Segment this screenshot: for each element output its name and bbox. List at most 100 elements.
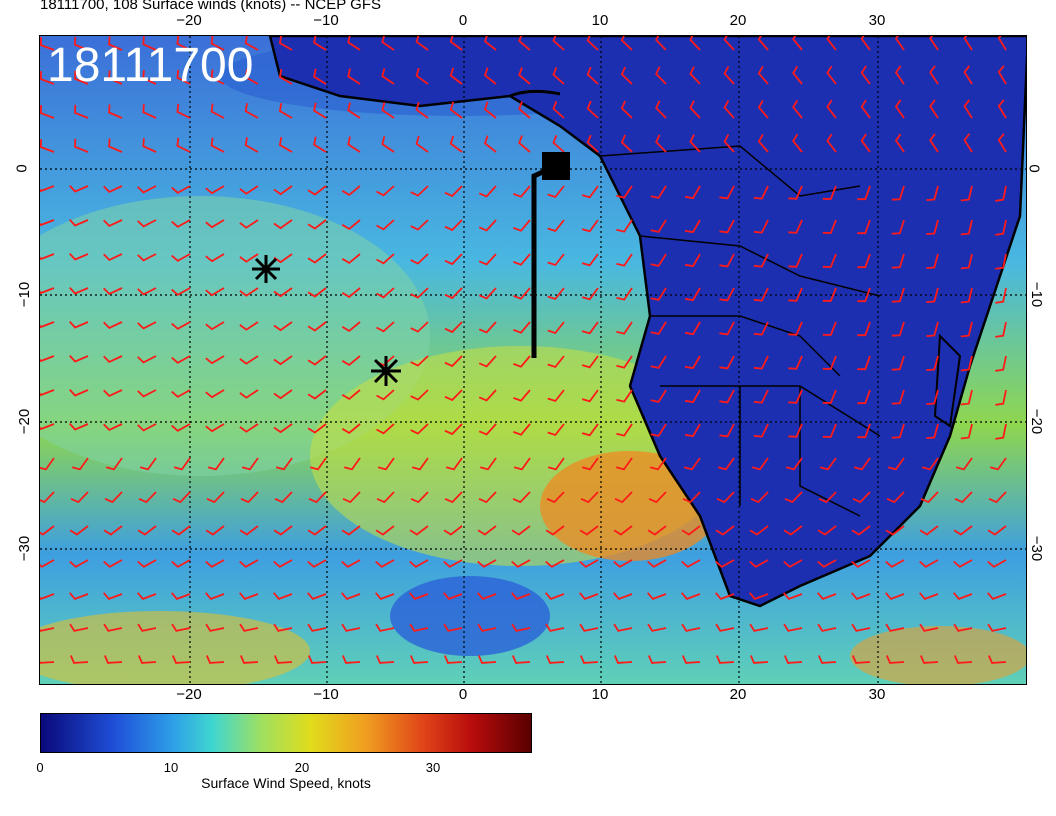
wind-barb: [684, 355, 701, 370]
wind-barb: [69, 218, 89, 227]
wind-barb: [176, 69, 191, 85]
wind-barb: [176, 36, 191, 51]
wind-barb: [444, 253, 463, 266]
map-canvas: [40, 36, 1026, 684]
colorbar: [40, 713, 532, 753]
wind-barb: [929, 99, 939, 119]
wind-barb: [239, 355, 259, 365]
wind-barb: [689, 100, 701, 119]
wind-barb: [479, 457, 497, 471]
wind-barb: [788, 185, 803, 200]
wind-barb: [989, 457, 1007, 471]
wind-barb: [818, 491, 837, 504]
wind-barb: [822, 423, 837, 438]
wind-barb: [684, 219, 701, 234]
wind-barb: [753, 321, 769, 336]
wind-barb: [108, 70, 123, 85]
wind-barb: [443, 525, 463, 536]
wind-barb: [919, 592, 939, 600]
wind-barb: [683, 457, 701, 471]
wind-barb: [375, 623, 395, 632]
wind-barb: [545, 525, 565, 536]
wind-barb: [478, 423, 497, 436]
wind-barb: [409, 592, 429, 600]
wind-barb: [415, 36, 429, 51]
wind-barb: [239, 559, 259, 568]
wind-barb: [719, 355, 735, 370]
wind-barb: [69, 655, 89, 664]
wind-barb: [137, 355, 157, 364]
wind-barb: [681, 623, 701, 632]
wind-barb: [69, 252, 89, 261]
wind-barb: [307, 287, 327, 298]
wind-barb: [347, 102, 361, 119]
wind-barb: [410, 389, 429, 401]
x-tick-bottom: 10: [591, 686, 609, 703]
wind-barb: [176, 103, 191, 119]
wind-barb: [960, 355, 973, 372]
wind-barb: [987, 559, 1007, 568]
wind-speed-zone: [390, 576, 550, 656]
wind-barb: [205, 423, 225, 433]
wind-barb: [483, 101, 497, 119]
y-tick-right: −20: [1028, 408, 1046, 435]
wind-barb: [478, 389, 497, 402]
wind-barb: [341, 219, 361, 230]
wind-barb: [689, 134, 701, 153]
wind-barb: [822, 185, 837, 200]
y-tick-left: −20: [16, 408, 34, 435]
x-tick-bottom: 30: [868, 686, 886, 703]
wind-barb: [749, 592, 769, 600]
wind-barb: [513, 185, 531, 198]
wind-barb: [341, 253, 361, 264]
wind-barb: [205, 525, 225, 536]
wind-barb: [377, 457, 395, 471]
wind-barb: [891, 253, 905, 269]
wind-barb: [857, 219, 871, 235]
wind-barb: [74, 104, 89, 119]
wind-barb: [581, 389, 599, 403]
wind-barb: [929, 133, 939, 153]
wind-barb: [783, 655, 803, 664]
wind-barb: [891, 423, 905, 439]
graticule: [40, 36, 1026, 684]
wind-barb: [723, 36, 735, 51]
wind-barb: [997, 65, 1007, 85]
wind-barb: [616, 389, 633, 403]
wind-barb: [891, 287, 905, 303]
date-stamp: 18111700: [47, 39, 254, 92]
wind-barb: [273, 219, 293, 230]
wind-barb: [681, 592, 701, 600]
wind-barb: [581, 219, 599, 233]
wind-barb: [995, 321, 1007, 338]
wind-barb: [822, 219, 837, 234]
wind-barb: [449, 67, 463, 85]
wind-barb: [273, 185, 293, 196]
wind-barb: [719, 389, 735, 404]
wind-barb: [40, 389, 55, 397]
wind-barb: [511, 592, 531, 600]
wind-barb: [684, 321, 701, 336]
wind-barb: [684, 185, 701, 200]
wind-barb: [142, 36, 157, 51]
wind-barb: [415, 67, 429, 85]
wind-barb: [648, 491, 667, 504]
wind-barb: [477, 623, 497, 632]
wind-barb: [926, 253, 939, 269]
wind-barb: [615, 457, 633, 471]
wind-barb: [341, 185, 361, 196]
colorbar-tick: 0: [36, 760, 44, 775]
wind-barb: [681, 655, 701, 664]
wind-barb: [139, 457, 157, 471]
wind-barb: [511, 655, 531, 664]
wind-barb: [891, 185, 905, 201]
wind-barb: [684, 253, 701, 268]
wind-barb: [40, 71, 55, 85]
wind-barb: [444, 423, 463, 436]
wind-barb: [857, 321, 871, 337]
wind-barb: [547, 389, 565, 403]
wind-barb: [886, 491, 905, 504]
wind-barb: [313, 68, 327, 85]
wind-barb: [955, 457, 973, 471]
wind-barb: [650, 185, 667, 199]
